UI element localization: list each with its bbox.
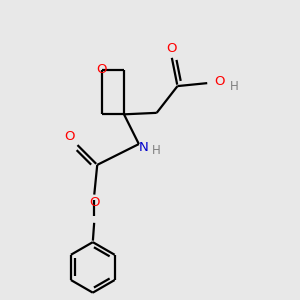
Text: N: N [138,141,148,154]
Text: O: O [214,75,225,88]
Text: O: O [166,42,177,56]
Text: H: H [152,144,161,157]
Text: O: O [97,63,107,76]
Text: O: O [64,130,74,143]
Text: H: H [230,80,238,93]
Text: O: O [89,196,100,208]
